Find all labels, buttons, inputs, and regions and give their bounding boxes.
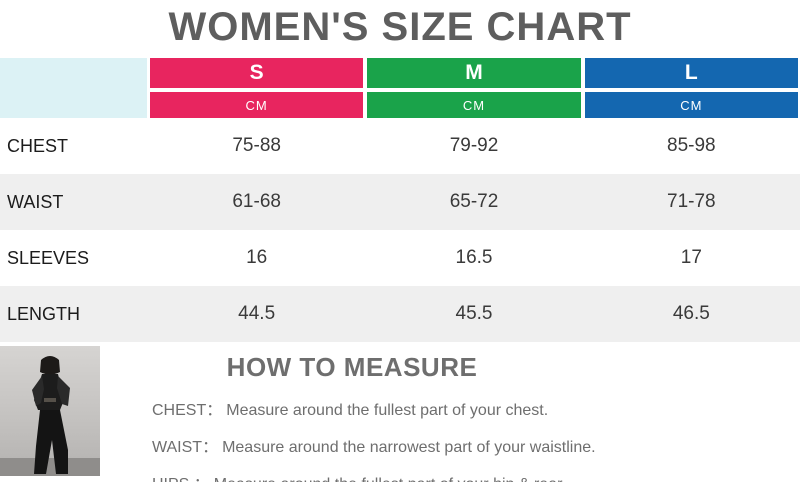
size-table: S M L CM CM CM CHEST 75-88 79-92 85-98 W… <box>0 58 800 342</box>
size-header-l: L <box>584 58 798 88</box>
table-row-sleeves: SLEEVES 16 16.5 17 <box>0 230 800 286</box>
measure-label: CHEST： <box>152 402 223 419</box>
unit-cell-m: CM <box>367 92 581 118</box>
row-value-s: 75-88 <box>232 135 281 156</box>
model-silhouette-graphic <box>0 356 100 476</box>
row-value-l: 17 <box>680 247 702 268</box>
row-value-m: 79-92 <box>449 135 499 156</box>
measure-line-hips: HIPS ： Measure around the fullest part of… <box>112 470 660 482</box>
table-row-chest: CHEST 75-88 79-92 85-98 <box>0 118 800 174</box>
model-photo <box>0 346 100 476</box>
row-value-s: 44.5 <box>238 303 276 324</box>
measure-line-waist: WAIST： Measure around the narrowest part … <box>112 433 660 457</box>
row-label: LENGTH <box>7 303 81 324</box>
row-value-s: 61-68 <box>232 191 281 212</box>
measure-text: Measure around the narrowest part of you… <box>222 439 596 456</box>
measure-line-chest: CHEST： Measure around the fullest part of… <box>112 396 660 420</box>
measure-text: Measure around the fullest part of your … <box>214 476 566 482</box>
size-header-s: S <box>150 58 364 88</box>
measure-label: HIPS ： <box>152 476 210 482</box>
table-row-length: LENGTH 44.5 45.5 46.5 <box>0 286 800 342</box>
page-title: WOMEN'S SIZE CHART <box>168 5 632 49</box>
size-table-header: S M L CM CM CM <box>0 58 800 118</box>
how-to-measure-section: HOW TO MEASURE CHEST： Measure around the … <box>0 346 800 482</box>
how-to-measure-block: HOW TO MEASURE CHEST： Measure around the … <box>100 346 660 482</box>
unit-cell-l: CM <box>584 92 798 118</box>
row-label: CHEST <box>7 135 69 156</box>
measure-label: WAIST： <box>152 439 219 456</box>
row-label: SLEEVES <box>7 247 90 268</box>
measure-text: Measure around the fullest part of your … <box>226 402 549 419</box>
row-value-m: 16.5 <box>455 247 493 268</box>
row-value-l: 71-78 <box>667 191 716 212</box>
size-header-m: M <box>367 58 581 88</box>
table-corner-cell <box>0 58 147 118</box>
how-to-measure-title: HOW TO MEASURE <box>226 352 478 382</box>
row-label: WAIST <box>7 191 64 212</box>
row-value-m: 65-72 <box>449 191 499 212</box>
table-row-waist: WAIST 61-68 65-72 71-78 <box>0 174 800 230</box>
row-value-s: 16 <box>246 247 268 268</box>
row-value-l: 46.5 <box>672 303 710 324</box>
unit-cell-s: CM <box>150 92 364 118</box>
row-value-m: 45.5 <box>455 303 493 324</box>
row-value-l: 85-98 <box>667 135 716 156</box>
